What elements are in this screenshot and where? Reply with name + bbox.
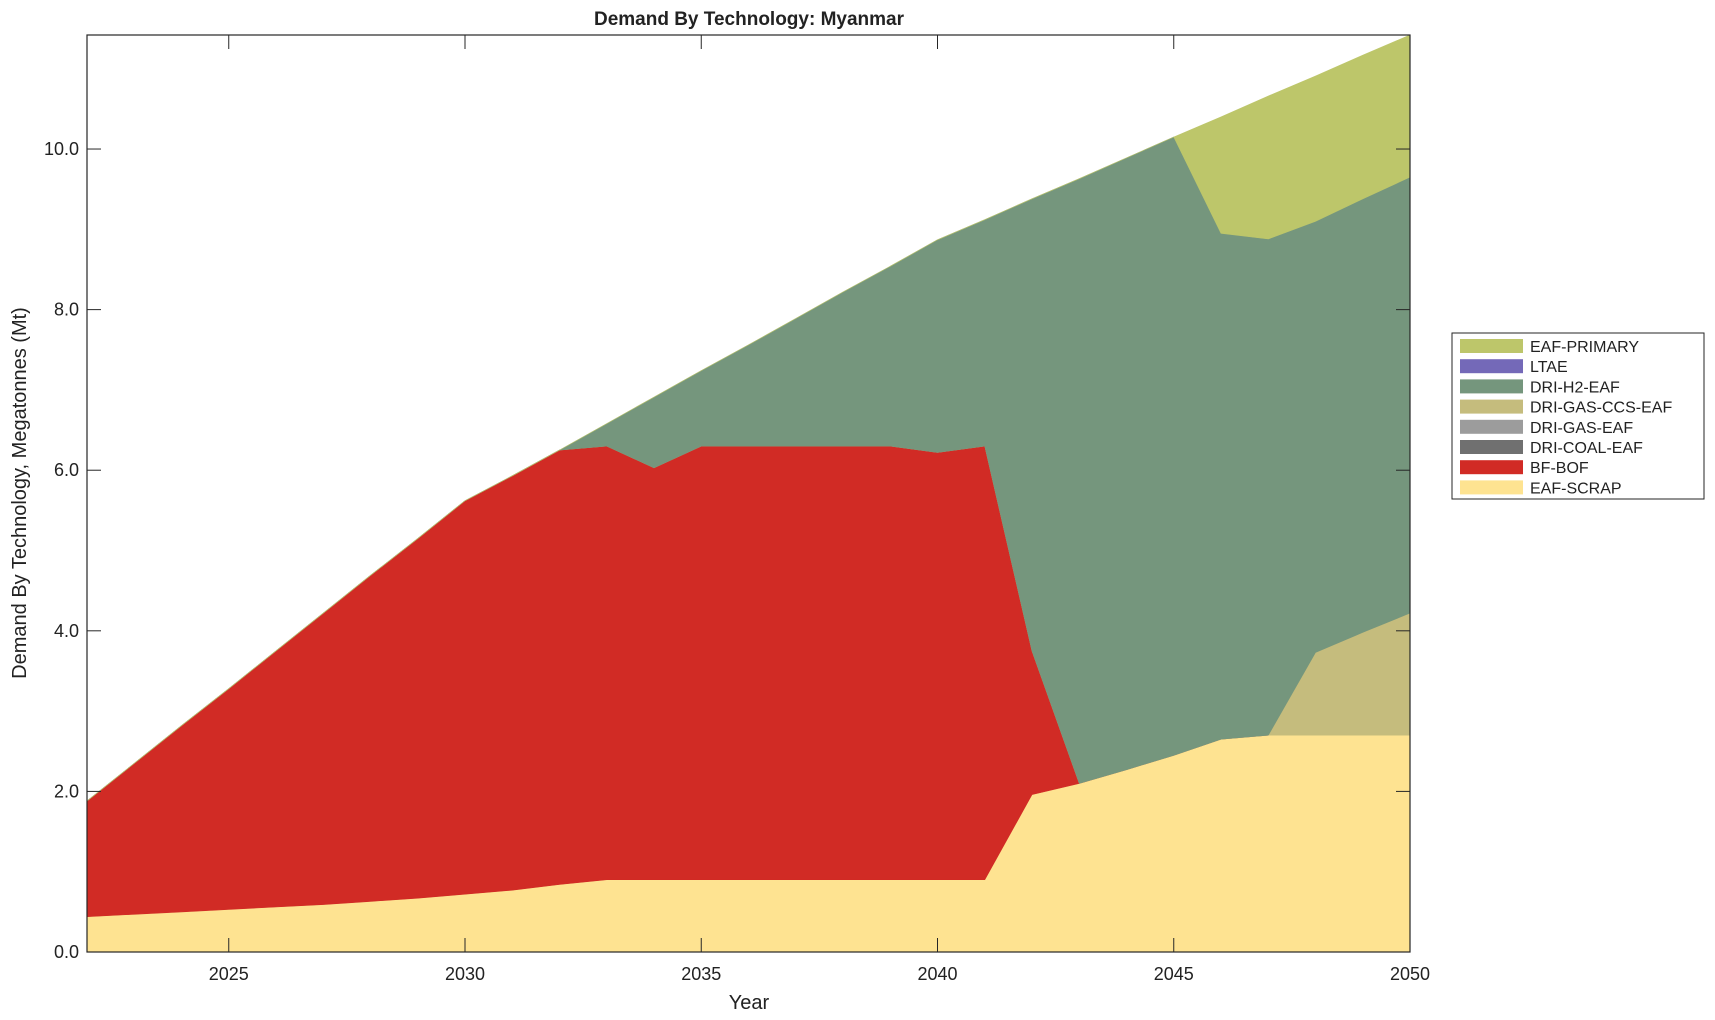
- legend-item-bf-bof[interactable]: BF-BOF: [1460, 460, 1589, 477]
- x-tick-label: 2035: [681, 964, 721, 984]
- y-tick-label: 8.0: [54, 300, 79, 320]
- legend-swatch: [1460, 359, 1523, 374]
- x-axis-label: Year: [729, 992, 770, 1014]
- legend-label: LTAE: [1530, 359, 1568, 376]
- x-tick-label: 2030: [445, 964, 485, 984]
- y-axis-label: Demand By Technology, Megatonnes (Mt): [9, 307, 31, 679]
- y-tick-label: 0.0: [54, 942, 79, 962]
- y-tick-label: 4.0: [54, 621, 79, 641]
- y-tick-label: 2.0: [54, 781, 79, 801]
- legend-label: DRI-H2-EAF: [1530, 379, 1620, 396]
- x-tick-label: 2025: [209, 964, 249, 984]
- legend-label: EAF-SCRAP: [1530, 480, 1622, 497]
- legend-label: EAF-PRIMARY: [1530, 339, 1639, 356]
- plot-areas: [86, 34, 1411, 953]
- legend-item-ltae[interactable]: LTAE: [1460, 359, 1568, 376]
- legend-item-dri-h2-eaf[interactable]: DRI-H2-EAF: [1460, 379, 1620, 396]
- legend-swatch: [1460, 460, 1523, 475]
- legend-swatch: [1460, 399, 1523, 414]
- legend-item-dri-gas-ccs-eaf[interactable]: DRI-GAS-CCS-EAF: [1460, 399, 1672, 417]
- legend-swatch: [1460, 419, 1523, 434]
- legend-label: BF-BOF: [1530, 460, 1589, 477]
- legend-item-dri-gas-eaf[interactable]: DRI-GAS-EAF: [1460, 419, 1633, 437]
- legend-swatch: [1460, 379, 1523, 394]
- legend-label: DRI-GAS-CCS-EAF: [1530, 400, 1672, 417]
- legend-swatch: [1460, 440, 1523, 454]
- plot-frame: [86, 34, 1411, 953]
- legend-label: DRI-GAS-EAF: [1530, 420, 1633, 437]
- legend-label: DRI-COAL-EAF: [1530, 440, 1643, 457]
- legend-item-eaf-scrap[interactable]: EAF-SCRAP: [1460, 480, 1622, 497]
- legend-item-dri-coal-eaf[interactable]: DRI-COAL-EAF: [1460, 440, 1643, 457]
- legend: EAF-PRIMARY LTAE DRI-H2-EAF DRI-GAS-CCS-EAF…: [1451, 332, 1705, 500]
- x-tick-label: 2050: [1390, 964, 1430, 984]
- legend-item-eaf-primary[interactable]: EAF-PRIMARY: [1460, 339, 1639, 356]
- legend-swatch: [1460, 480, 1523, 495]
- chart-title: Demand By Technology: Myanmar: [594, 9, 905, 30]
- x-tick-label: 2045: [1154, 964, 1194, 984]
- axis-ticks: 2025 2030 2035 2040 2045 2050 0.0 2.0 4.0 6.0 8.0 1…: [44, 35, 1430, 984]
- y-tick-label: 10.0: [44, 139, 79, 159]
- y-tick-label: 6.0: [54, 460, 79, 480]
- legend-swatch: [1460, 339, 1523, 353]
- x-tick-label: 2040: [917, 964, 957, 984]
